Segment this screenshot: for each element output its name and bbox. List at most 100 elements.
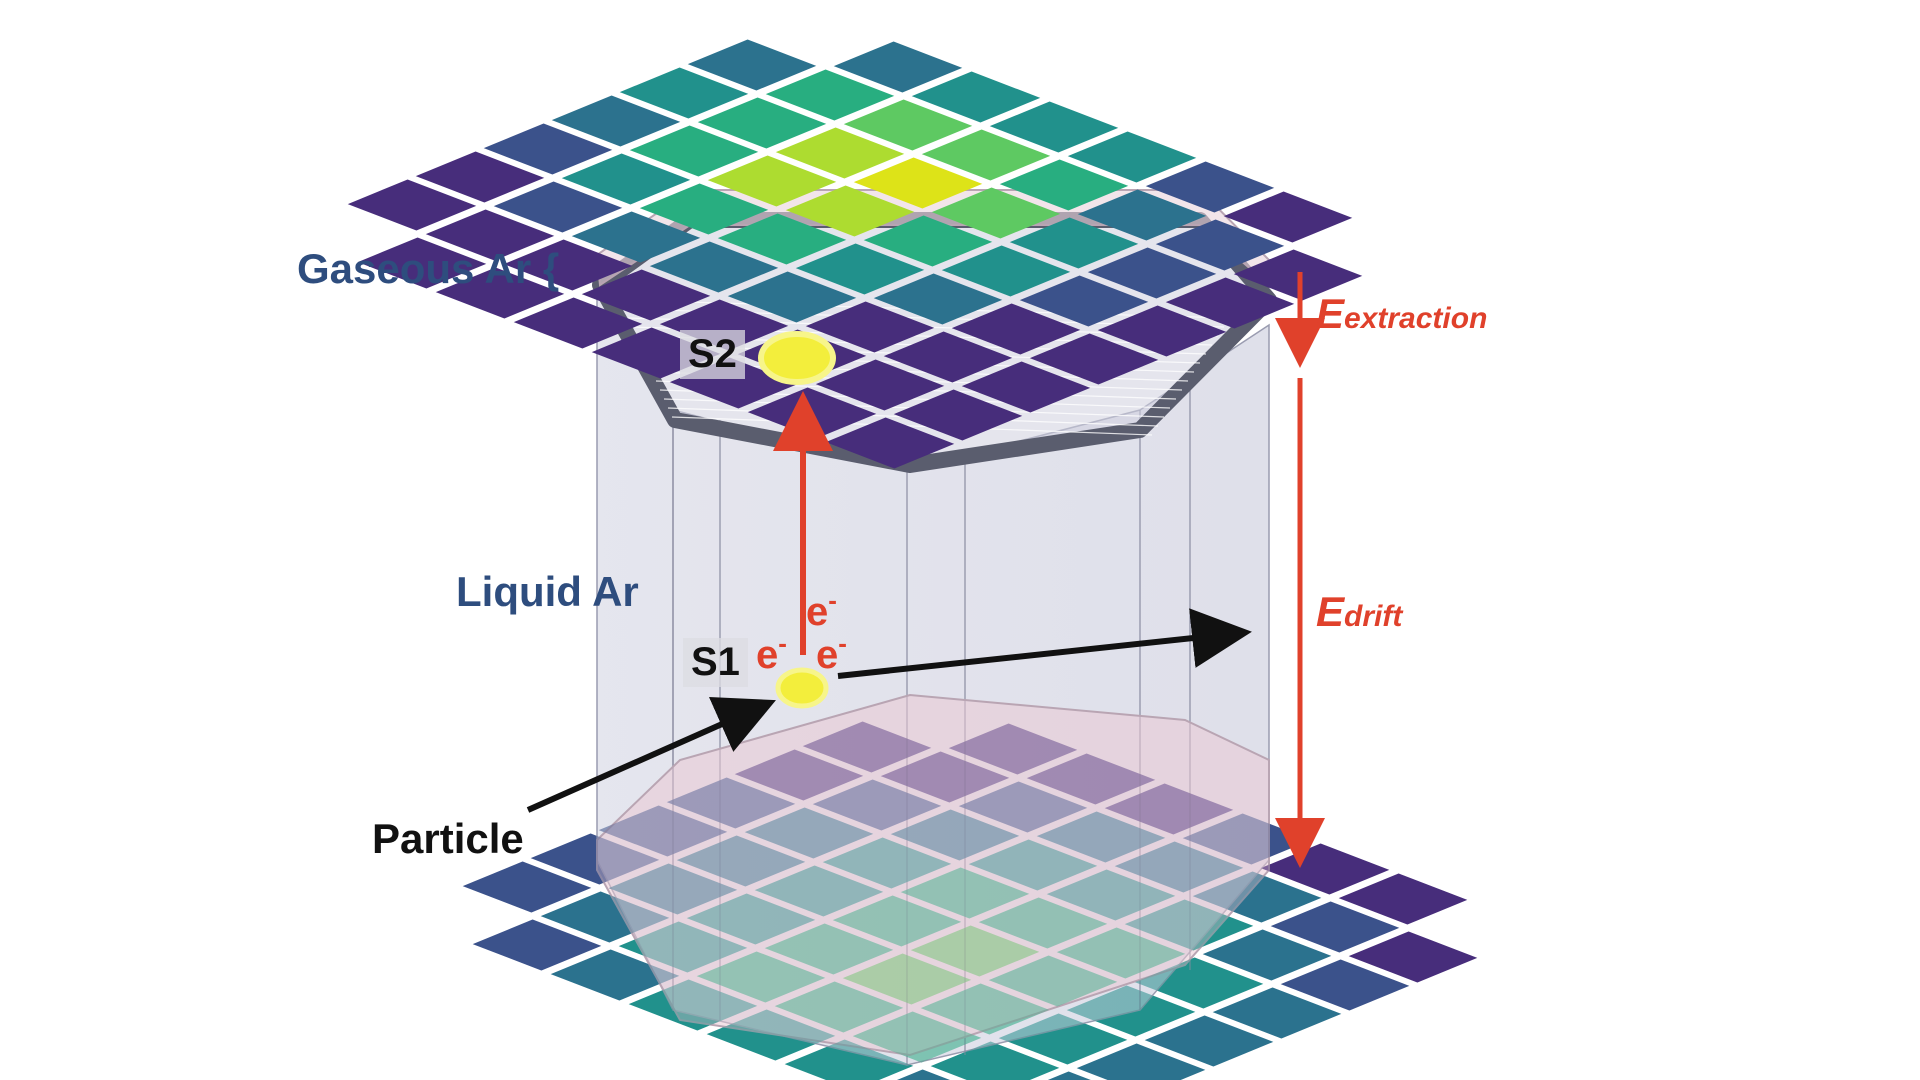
sensor-tile [1087, 247, 1217, 299]
sensor-tile [873, 273, 1003, 325]
sensor-tile [897, 1069, 950, 1080]
sensor-tile [825, 417, 955, 469]
sensor-tile [1348, 931, 1478, 983]
sensor-tile [785, 185, 915, 237]
sensor-tile [958, 781, 1088, 833]
sensor-tile [843, 99, 973, 151]
sensor-tile [852, 1011, 982, 1063]
sensor-tile [686, 893, 816, 945]
electron-symbol: e [806, 590, 829, 634]
sensor-tile [1212, 987, 1342, 1039]
particle-outgoing-arrow [837, 608, 1252, 679]
sensor-tile [833, 41, 963, 93]
sensor-tile [550, 949, 680, 1001]
sensor-tile [883, 331, 1013, 383]
sensor-tile [347, 179, 477, 231]
sensor-tile [1192, 871, 1322, 923]
sensor-tile [1047, 1071, 1091, 1080]
sensor-tile [462, 861, 592, 913]
tpc-body-icon [596, 282, 1270, 1066]
sensor-tile [734, 749, 864, 801]
sensor-tile [948, 723, 1078, 775]
sensor-tile [706, 1009, 836, 1061]
sensor-tile [1067, 131, 1197, 183]
electron-label-right: e- [816, 628, 847, 678]
sensor-tile [863, 215, 993, 267]
e-drift-main: E [1316, 588, 1345, 635]
electron-label-top: e- [806, 585, 837, 635]
sensor-tile [357, 237, 487, 289]
sensor-tile [880, 751, 1010, 803]
sensor-tile [1348, 931, 1478, 983]
sensor-tile [1338, 873, 1468, 925]
sensor-tile [1077, 189, 1207, 241]
sensor-tile [540, 891, 670, 943]
sensor-tile [989, 101, 1119, 153]
sensor-tile [1212, 987, 1342, 1039]
sensor-tile [1270, 901, 1400, 953]
sensor-tile [493, 181, 623, 233]
sensor-tile [1046, 869, 1176, 921]
sensor-tile [561, 153, 691, 205]
sensor-tile [551, 95, 681, 147]
sensor-tile [988, 955, 1118, 1007]
sensor-tile [513, 297, 643, 349]
surface-hatch-line [671, 416, 1153, 436]
sensor-tile [550, 949, 680, 1001]
sensor-tile [802, 721, 932, 773]
e-extraction-sub: extraction [1344, 302, 1488, 335]
sensor-tile [900, 867, 1030, 919]
sensor-tile [754, 865, 884, 917]
electron-symbol: e [756, 633, 779, 677]
sensor-tile [1134, 957, 1264, 1009]
sensor-tile [1066, 985, 1196, 1037]
sensor-tile [910, 925, 1040, 977]
sensor-tile [930, 1041, 1060, 1080]
sensor-tile [1047, 1071, 1091, 1080]
e-drift-label: Edrift [1316, 588, 1402, 636]
sensor-tile [764, 923, 894, 975]
sensor-tile [1280, 959, 1410, 1011]
sensor-tile [951, 303, 1081, 355]
sensor-tile [618, 921, 748, 973]
liquid-ar-label: Liquid Ar [456, 568, 639, 615]
sensor-tile [998, 1013, 1128, 1065]
sensor-tile [1076, 1043, 1206, 1080]
sensor-tile [815, 359, 945, 411]
e-extraction-main: E [1316, 290, 1345, 337]
sensor-tile [1056, 927, 1186, 979]
sensor-tile [1019, 275, 1149, 327]
sensor-tile [1009, 217, 1139, 269]
sensor-tile [893, 389, 1023, 441]
sensor-tile [697, 97, 827, 149]
sensor-tile [1338, 873, 1468, 925]
sensor-tile [931, 187, 1061, 239]
sensor-tile [1029, 333, 1159, 385]
particle-label: Particle [372, 815, 524, 862]
particle-incoming-arrow [526, 697, 776, 813]
sensor-tile [676, 835, 806, 887]
sensor-tile [628, 979, 758, 1031]
sensor-tile [659, 299, 789, 351]
sensor-tile [930, 1041, 1060, 1080]
sensor-tile [649, 241, 779, 293]
sensor-tile [784, 1039, 914, 1080]
sensor-tile [1076, 1043, 1206, 1080]
sensor-tile [1145, 161, 1275, 213]
sensor-tile [530, 833, 660, 885]
sensor-tile [687, 39, 817, 91]
sensor-tile [765, 69, 895, 121]
sensor-tile [581, 269, 711, 321]
sensor-tile [853, 157, 983, 209]
sensor-tile [666, 777, 796, 829]
sensor-tile [1124, 899, 1254, 951]
electron-charge: - [838, 628, 847, 658]
sensor-tile [911, 71, 1041, 123]
sensor-tile [941, 245, 1071, 297]
sensor-tile [775, 127, 905, 179]
sensor-tile [968, 839, 1098, 891]
sensor-tile [961, 361, 1091, 413]
sensor-tile [1270, 901, 1400, 953]
sensor-tile [842, 953, 972, 1005]
